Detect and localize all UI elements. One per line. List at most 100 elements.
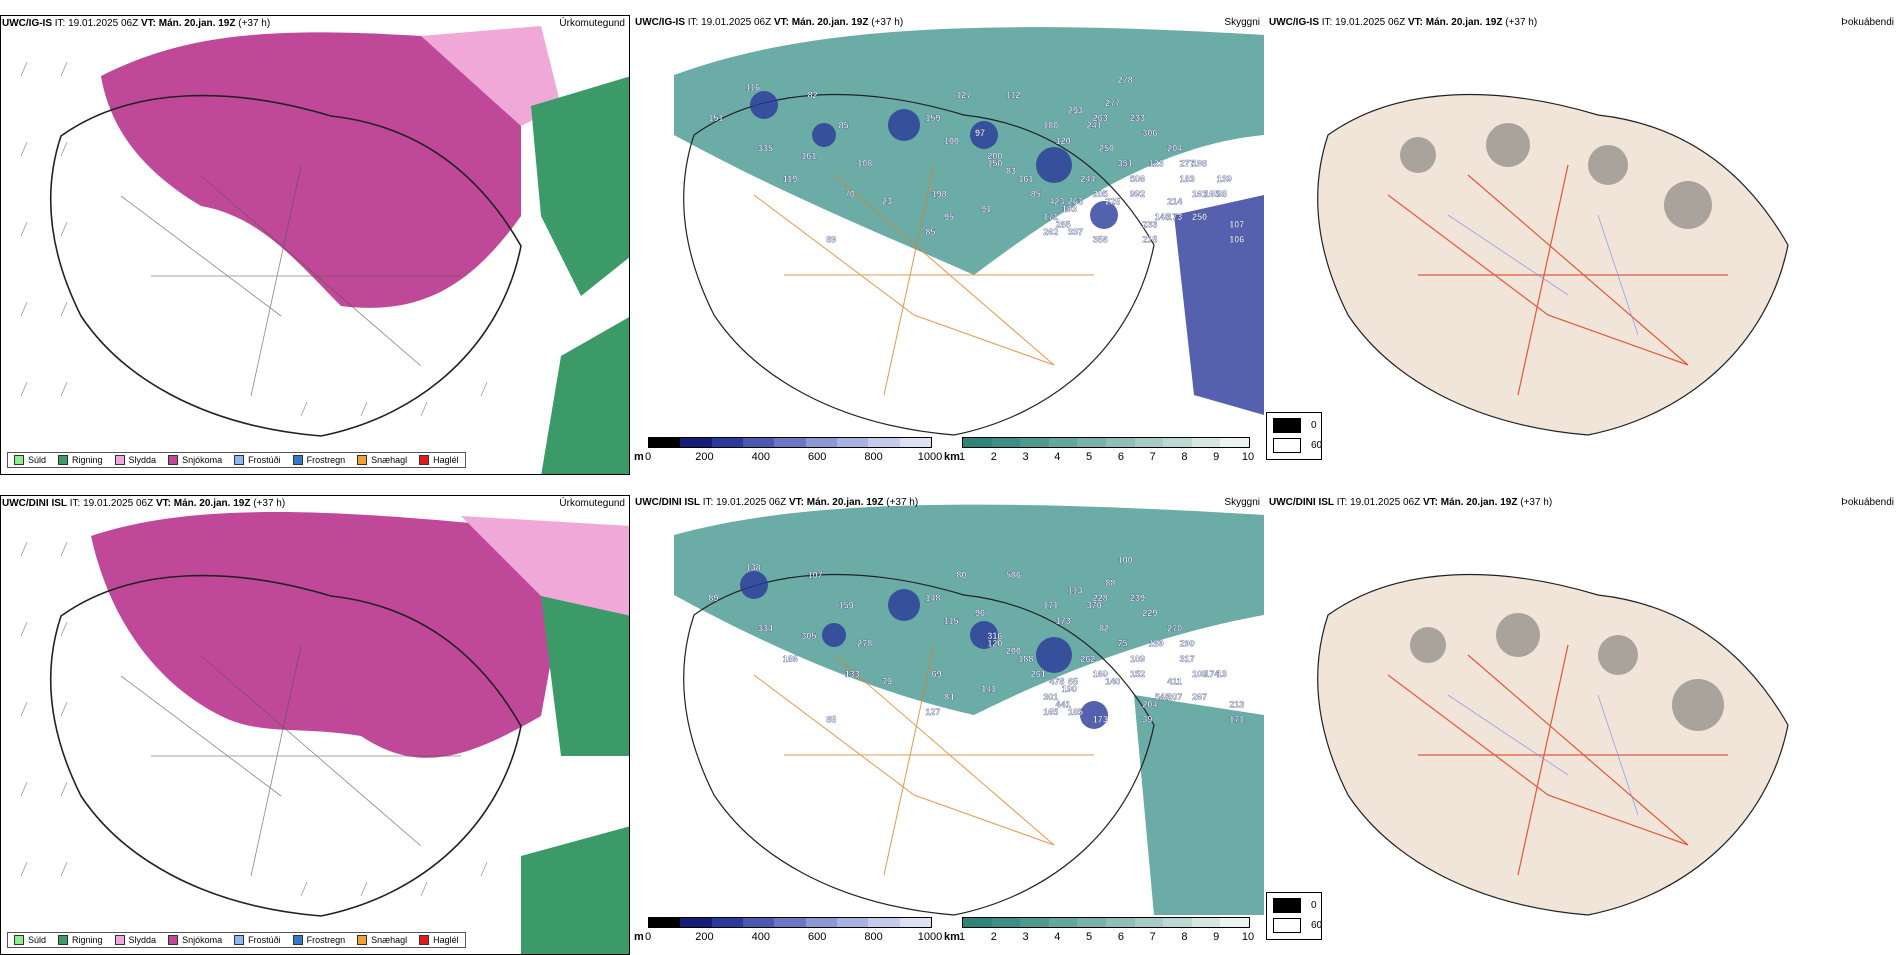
map-number: 441	[1056, 699, 1071, 709]
map-number: 165	[1043, 707, 1058, 717]
map-number: 306	[1142, 128, 1157, 138]
map-number: 262	[1080, 654, 1095, 664]
colorbar-tick: 3	[1022, 451, 1029, 463]
map-number: 106	[1229, 235, 1244, 245]
colorbar-tick: 10	[1241, 451, 1255, 463]
map-number: 171	[1229, 715, 1244, 725]
height-colorbar: m 0 200 400 600 800 1000	[634, 917, 944, 947]
map-number: 109	[1192, 669, 1207, 679]
legend-item: Snæhagl	[357, 935, 407, 945]
panel-label: Skyggni	[1224, 497, 1260, 508]
map-number: 13	[1217, 669, 1227, 679]
fog-panel-dini: UWC/DINI ISL IT: 19.01.2025 06Z VT: Mán.…	[1268, 495, 1898, 955]
legend-item: Frostregn	[292, 455, 345, 465]
colorbar-tick: 10	[1241, 931, 1255, 943]
colorbar-tick: 400	[751, 931, 770, 943]
map-number: 229	[1142, 608, 1157, 618]
colorbar-segment	[991, 438, 1021, 447]
colorbar-segment	[805, 918, 837, 927]
fog-legend-value: 60	[1311, 440, 1323, 451]
colorbar-tick: 800	[864, 931, 883, 943]
colorbar-segment	[711, 918, 743, 927]
map-number: 316	[987, 631, 1002, 641]
colorbar-segment	[836, 438, 869, 447]
map-number: 290	[1180, 639, 1195, 649]
map-number: 228	[1093, 593, 1108, 603]
map-number: 85	[925, 227, 935, 237]
colorbar-tick: 6	[1117, 931, 1124, 943]
fog-map	[1268, 495, 1898, 955]
panel-label: Úrkomutegund	[559, 18, 625, 29]
map-number: 189	[1149, 639, 1164, 649]
colorbar-unit: m	[634, 931, 644, 943]
map-number: 82	[808, 90, 818, 100]
map-number: 85	[826, 715, 836, 725]
legend-item: Frostúði	[234, 455, 281, 465]
map-number: 233	[1142, 219, 1157, 229]
colorbar-segment	[680, 438, 712, 447]
map-number: 370	[1087, 601, 1102, 611]
colorbar-segment	[742, 438, 775, 447]
map-number: 150	[987, 159, 1002, 169]
km-colorbar: km 1 2 3 4 5 6 7 8 9 10	[944, 437, 1260, 467]
colorbar-tick: 600	[808, 451, 827, 463]
legend-item: Snjókoma	[168, 455, 222, 465]
map-number: 233	[1130, 113, 1145, 123]
map-number: 116	[746, 83, 761, 93]
map-number: 267	[1192, 692, 1207, 702]
map-number: 356	[1093, 235, 1108, 245]
colorbar-tick: 5	[1086, 931, 1093, 943]
map-number: 351	[1118, 159, 1133, 169]
map-number: 159	[925, 113, 940, 123]
panel-label: Skyggni	[1224, 17, 1260, 28]
map-number: 305	[801, 631, 816, 641]
colorbar-unit: km	[944, 451, 960, 463]
map-number: 161	[801, 151, 816, 161]
map-number: 152	[1130, 669, 1145, 679]
map-number: 148	[1155, 212, 1170, 222]
colorbar-tick: 6	[1117, 451, 1124, 463]
panel-title: UWC/DINI ISL IT: 19.01.2025 06Z VT: Mán.…	[1269, 497, 1553, 508]
map-number: 548	[1155, 692, 1170, 702]
map-number: 84	[944, 692, 954, 702]
colorbar-segment	[1077, 438, 1106, 447]
legend-item: Slydda	[114, 935, 156, 945]
colorbar-segment	[649, 918, 681, 927]
legend-item: Súld	[14, 935, 46, 945]
colorbar-segment	[836, 918, 869, 927]
map-number: 113	[1068, 585, 1083, 595]
colorbar-segment	[742, 918, 775, 927]
precip-map	[1, 496, 629, 954]
colorbar-segment	[899, 918, 931, 927]
colorbar-segment	[868, 918, 900, 927]
map-number: 183	[1180, 174, 1195, 184]
colorbar-segment	[963, 438, 992, 447]
fog-map	[1268, 15, 1898, 475]
panel-title: UWC/DINI ISL IT: 19.01.2025 06Z VT: Mán.…	[635, 497, 919, 508]
colorbar-segment	[1134, 918, 1164, 927]
map-number: 190	[1062, 684, 1077, 694]
colorbar-segment	[1105, 918, 1135, 927]
panel-title: UWC/DINI ISL IT: 19.01.2025 06Z VT: Mán.…	[2, 498, 286, 509]
map-number: 107	[1229, 219, 1244, 229]
map-number: 69	[932, 669, 942, 679]
colorbar-unit: km	[944, 931, 960, 943]
colorbar-strip	[648, 917, 932, 928]
map-number: 23	[882, 197, 892, 207]
map-number: 334	[758, 623, 773, 633]
map-number: 82	[1099, 623, 1109, 633]
colorbar-unit: m	[634, 451, 644, 463]
legend-item: Rigning	[58, 935, 103, 945]
precip-panel-dini: UWC/DINI ISL IT: 19.01.2025 06Z VT: Mán.…	[0, 495, 630, 955]
map-number: 96	[975, 608, 985, 618]
colorbar-segment	[1048, 438, 1078, 447]
map-number: 140	[1105, 677, 1120, 687]
map-number: 198	[1192, 159, 1207, 169]
map-number: 100	[1118, 555, 1133, 565]
map-number: 89	[826, 235, 836, 245]
fog-panel-igis: UWC/IG-IS IT: 19.01.2025 06Z VT: Mán. 20…	[1268, 15, 1898, 475]
legend-item: Snjókoma	[168, 935, 222, 945]
map-number: 317	[1180, 654, 1195, 664]
colorbar-tick: 200	[695, 451, 714, 463]
colorbar-tick: 8	[1181, 451, 1188, 463]
